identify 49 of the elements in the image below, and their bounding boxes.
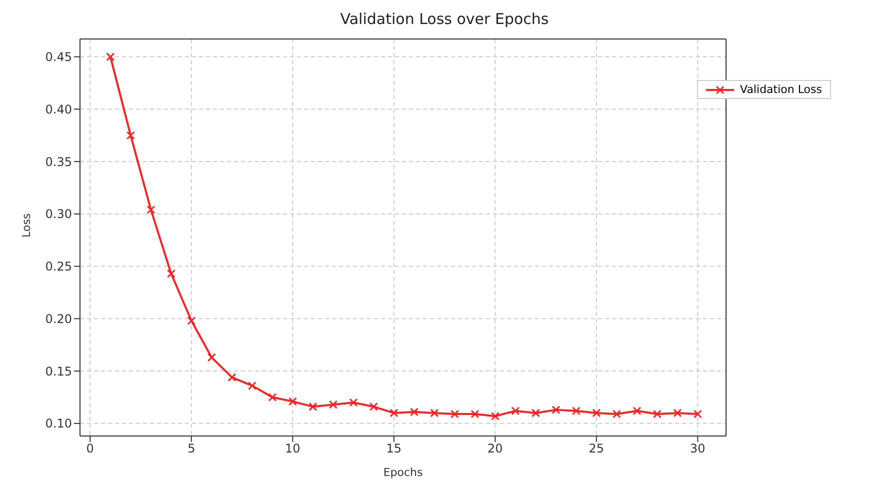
- y-tick-label: 0.25: [45, 260, 72, 274]
- point: [187, 316, 196, 326]
- x-tick-label: 25: [588, 442, 604, 456]
- point: [673, 408, 682, 418]
- point: [106, 52, 115, 62]
- point: [228, 373, 236, 382]
- point: [430, 408, 439, 418]
- point: [592, 408, 601, 418]
- point: [166, 269, 176, 278]
- point: [248, 381, 256, 390]
- point: [288, 397, 297, 406]
- point: [268, 392, 277, 402]
- point: [612, 410, 621, 418]
- y-tick-label: 0.15: [45, 364, 72, 378]
- point: [146, 205, 156, 214]
- y-tick-label: 0.10: [45, 416, 72, 431]
- point: [126, 131, 135, 140]
- x-tick-label: 0: [86, 442, 94, 456]
- x-axis-title: Epochs: [383, 466, 423, 479]
- point: [207, 353, 216, 362]
- point: [308, 402, 318, 411]
- point: [470, 410, 480, 418]
- point: [511, 406, 520, 416]
- point: [652, 410, 662, 418]
- x-tick-label: 5: [188, 442, 196, 456]
- point: [450, 410, 459, 418]
- y-tick-label: 0.35: [45, 154, 72, 169]
- chart-title: Validation Loss over Epochs: [339, 9, 550, 30]
- point: [328, 400, 338, 409]
- point: [410, 408, 418, 416]
- point: [390, 408, 398, 418]
- y-tick-label: 0.30: [45, 207, 72, 222]
- y-tick-label: 0.45: [45, 50, 72, 64]
- x-tick-label: 10: [285, 442, 300, 456]
- y-tick-label: 0.40: [45, 102, 72, 116]
- x-tick-label: 30: [690, 442, 706, 456]
- point: [490, 412, 500, 420]
- point: [632, 406, 642, 416]
- y-tick-label: 0.20: [45, 312, 72, 326]
- point: [572, 406, 580, 416]
- point: [349, 398, 358, 407]
- point: [552, 406, 560, 414]
- y-axis-title: Loss: [20, 213, 33, 238]
- x-tick-label: 20: [488, 442, 503, 456]
- legend-label: Validation Loss: [740, 83, 822, 96]
- point: [531, 408, 540, 418]
- point: [693, 410, 702, 418]
- point: [369, 402, 378, 411]
- x-tick-label: 15: [386, 442, 402, 456]
